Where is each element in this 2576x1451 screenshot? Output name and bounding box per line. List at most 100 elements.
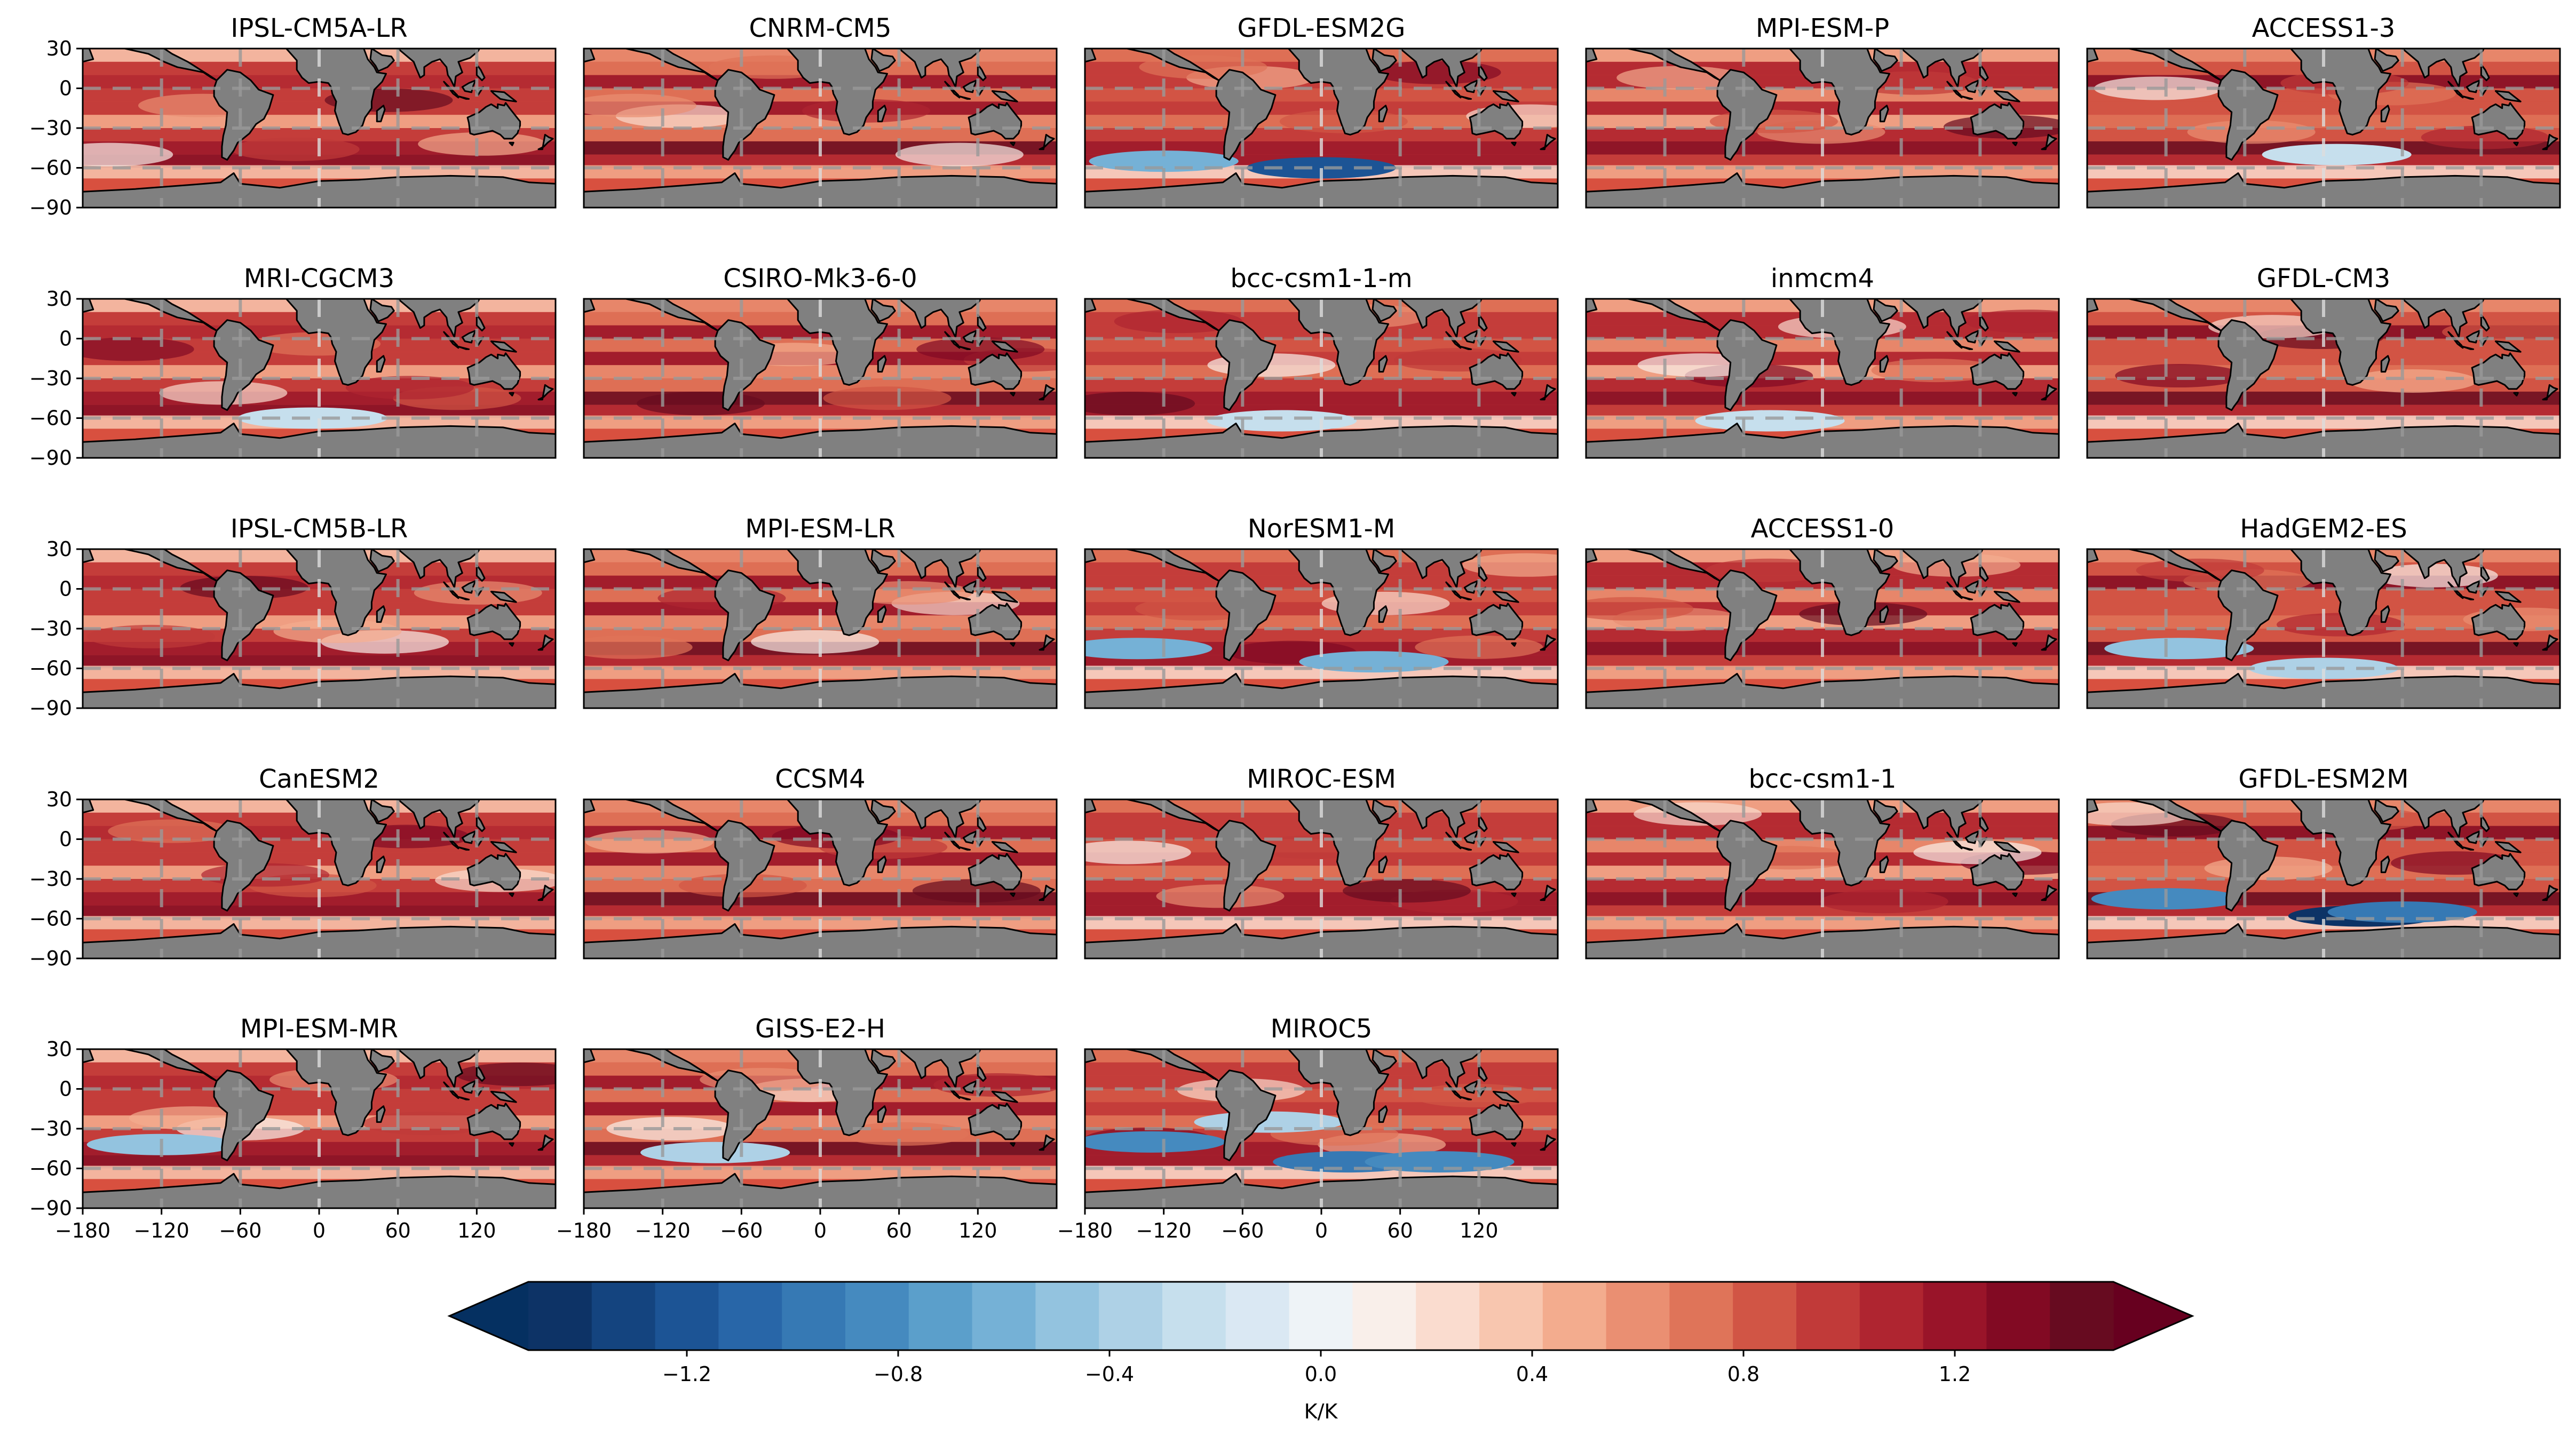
land-mass — [2380, 855, 2390, 874]
land-mass — [83, 549, 94, 564]
colorbar-swatch — [1669, 1282, 1733, 1350]
y-tick-label: −60 — [29, 156, 72, 180]
map-panel: CanESM2 30 0 −30 −60 −90 — [29, 764, 557, 970]
land-mass — [475, 1064, 486, 1082]
land-mass — [996, 799, 1005, 800]
land-mass — [1478, 814, 1488, 832]
land-mass — [1979, 64, 1989, 82]
land-mass — [1586, 799, 1598, 814]
land-mass — [977, 814, 987, 832]
land-mass — [1540, 384, 1556, 401]
land-mass — [2401, 549, 2485, 589]
land-mass — [2480, 314, 2490, 332]
land-mass — [2401, 799, 2485, 839]
map-panel: bcc-csm1-1 — [1585, 764, 2060, 960]
field-patch — [108, 819, 236, 843]
panel-frame — [1585, 47, 2060, 209]
land-mass — [2542, 133, 2558, 150]
land-mass — [495, 549, 504, 550]
land-mass — [1085, 299, 1097, 313]
land-mass — [2471, 602, 2526, 640]
y-tick-label: −30 — [29, 617, 72, 640]
land-mass — [466, 853, 521, 891]
land-mass — [1378, 855, 1388, 874]
land-mass — [2012, 141, 2018, 146]
panel-frame — [1084, 798, 1559, 960]
field-patch — [584, 93, 697, 117]
land-mass — [2374, 299, 2399, 322]
land-mass — [369, 299, 395, 322]
colorbar-swatch — [1416, 1282, 1480, 1350]
land-mass — [1497, 549, 1507, 550]
x-tick-label: −60 — [219, 1219, 261, 1242]
panel-title: bcc-csm1-1-m — [1230, 264, 1412, 294]
land-mass — [1469, 1103, 1524, 1140]
x-tick-label: −180 — [55, 1219, 110, 1242]
land-mass — [877, 855, 887, 874]
map-area — [83, 799, 556, 958]
y-tick-label: 0 — [59, 1077, 72, 1101]
y-tick-label: 30 — [46, 788, 72, 811]
land-mass — [2374, 49, 2399, 72]
panel-frame — [583, 47, 1058, 209]
land-mass — [475, 64, 486, 82]
colorbar-tick-label: 0.0 — [1305, 1362, 1337, 1386]
map-area — [2087, 49, 2560, 208]
colorbar-swatch — [1352, 1282, 1416, 1350]
y-tick-label: 0 — [59, 828, 72, 851]
land-mass — [369, 1049, 395, 1073]
map-panel: CSIRO-Mk3-6-0 — [583, 264, 1058, 459]
colorbar-swatch — [1923, 1282, 1987, 1350]
land-mass — [376, 105, 386, 123]
land-mass — [1961, 95, 1973, 100]
field-patch — [418, 132, 546, 156]
map-panel: GFDL-ESM2G — [1084, 13, 1559, 209]
land-mass — [490, 591, 517, 603]
map-panels: IPSL-CM5A-LR 30 0 −30 −60 −90 CNRM-CM5 GFDL-ESM… — [29, 13, 2561, 1242]
land-mass — [584, 1049, 596, 1064]
land-mass — [376, 855, 386, 874]
land-mass — [1879, 355, 1889, 373]
land-mass — [1288, 799, 1389, 886]
map-area — [1586, 299, 2059, 458]
field-patch — [840, 1122, 969, 1146]
map-panel: MPI-ESM-MR 30 0 −30 −60 −90−180 −120 −60 0 60 120 — [29, 1014, 557, 1242]
x-tick-label: 60 — [1387, 1219, 1413, 1242]
field-patch — [83, 337, 194, 361]
land-mass — [991, 90, 1018, 102]
land-mass — [1873, 549, 1898, 573]
land-mass — [584, 49, 596, 63]
field-patch — [1462, 553, 1558, 577]
land-mass — [1873, 49, 1898, 72]
land-mass — [1039, 133, 1055, 150]
colorbar-swatch — [972, 1282, 1036, 1350]
land-mass — [457, 95, 470, 100]
field-patch — [1156, 884, 1285, 908]
land-mass — [495, 299, 504, 300]
land-mass — [1511, 1142, 1517, 1147]
land-mass — [537, 1134, 554, 1151]
map-panel: ACCESS1-3 — [2086, 13, 2561, 209]
y-tick-label: −60 — [29, 407, 72, 430]
land-mass — [2401, 49, 2485, 88]
map-panel: MPI-ESM-P — [1585, 13, 2060, 209]
field-patch — [2115, 364, 2244, 388]
land-mass — [787, 299, 888, 386]
land-mass — [2471, 352, 2526, 390]
colorbar-extend-high — [2113, 1282, 2192, 1350]
panel-frame — [2086, 548, 2561, 709]
cold-anomaly — [1207, 410, 1357, 432]
map-area — [1586, 549, 2059, 708]
land-mass — [1540, 634, 1556, 651]
land-mass — [1873, 799, 1898, 823]
land-mass — [2499, 799, 2509, 800]
panel-frame — [1084, 548, 1559, 709]
y-tick-label: −90 — [29, 1196, 72, 1220]
land-mass — [83, 299, 94, 313]
land-mass — [490, 1091, 517, 1103]
land-mass — [2087, 49, 2099, 63]
field-patch — [933, 1073, 1057, 1097]
land-mass — [2290, 799, 2391, 886]
field-patch — [1342, 879, 1471, 903]
y-tick-label: 30 — [46, 287, 72, 311]
